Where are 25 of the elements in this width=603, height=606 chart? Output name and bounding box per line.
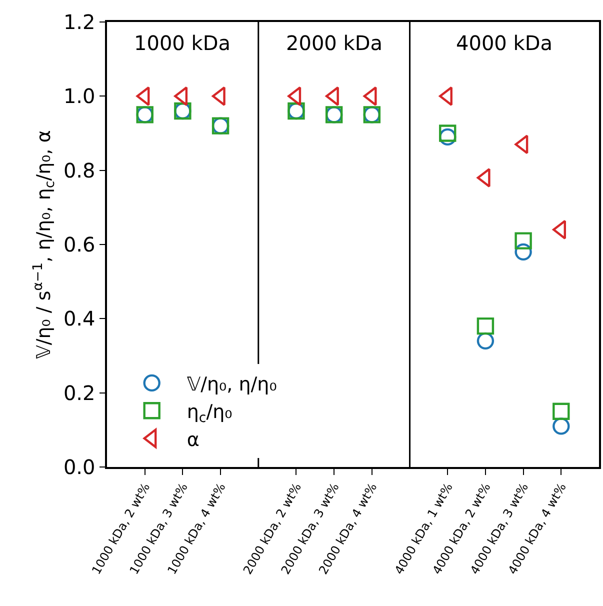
point [552, 418, 570, 435]
point [514, 243, 532, 261]
legend-label: α [186, 428, 200, 451]
point [136, 86, 150, 106]
y-tick-label: 0.6 [63, 232, 96, 256]
point [174, 86, 188, 106]
point [552, 402, 570, 420]
annotation: 1000 kDa [134, 31, 230, 55]
point [288, 86, 302, 106]
y-tick-label: 0.8 [63, 158, 96, 182]
y-tick-label: 0.4 [63, 306, 96, 331]
y-tick-label: 0.2 [63, 380, 96, 405]
y-tick-label: 1.0 [63, 84, 96, 108]
y-tick-label: 0.0 [63, 455, 96, 479]
point [212, 86, 226, 106]
point [439, 128, 456, 146]
point [476, 332, 494, 350]
y-tick-label: 1.2 [63, 10, 96, 34]
point [476, 317, 494, 335]
point [439, 124, 456, 142]
legend-label: η$_{c}$/η₀ [186, 401, 232, 426]
legend-label: 𝕍/η₀, η/η₀ [186, 373, 277, 396]
point [514, 232, 532, 250]
annotation: 4000 kDa [456, 31, 552, 55]
annotation: 2000 kDa [286, 31, 382, 55]
